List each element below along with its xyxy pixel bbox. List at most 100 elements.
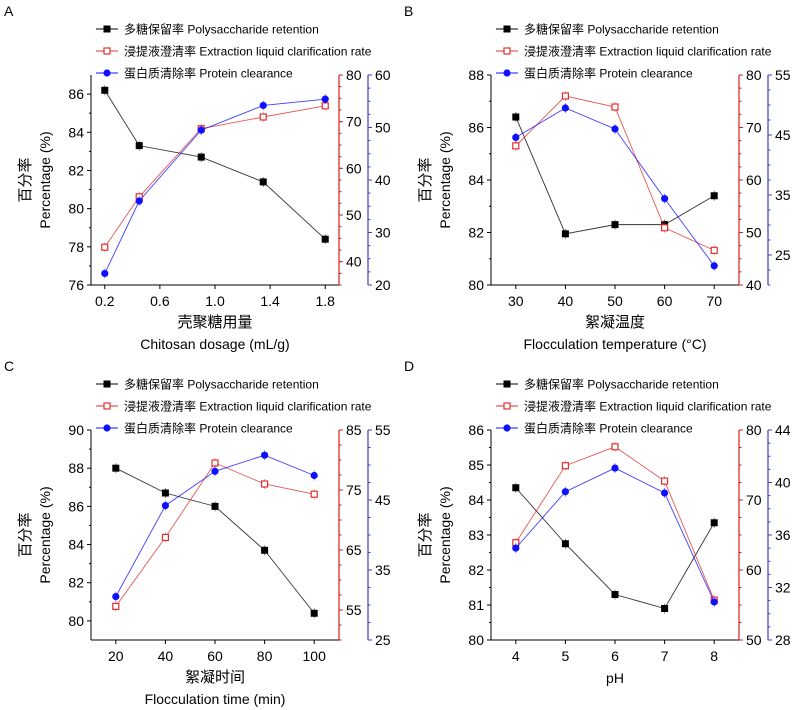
legend-entry: 多糖保留率 Polysaccharide retention [496, 377, 719, 392]
marker-filled-circle [611, 125, 619, 133]
y-tick-label-right-red: 70 [746, 120, 762, 136]
series-polysaccharide-retention [512, 482, 718, 614]
marker-open-square [101, 243, 109, 251]
y-tick-label-right-blue: 55 [375, 422, 391, 438]
marker-filled-circle [135, 197, 143, 205]
y-axis-title-cn: 百分率 [417, 512, 434, 557]
marker-filled-circle [512, 133, 520, 141]
legend-entry: 蛋白质清除率 Protein clearance [496, 421, 693, 436]
marker-open-square [661, 477, 669, 485]
legend-entry: 浸提液澄清率 Extraction liquid clarification r… [496, 44, 772, 59]
marker-filled-square [561, 230, 569, 238]
marker-open-square [310, 490, 318, 498]
y-tick-label-right-red: 85 [346, 422, 362, 438]
marker-filled-square [512, 484, 520, 492]
marker-filled-square [561, 540, 569, 548]
y-tick-label-right-blue: 40 [375, 172, 391, 188]
marker-open-square [103, 402, 111, 410]
legend-label: 多糖保留率 Polysaccharide retention [124, 377, 319, 392]
y-tick-label-left: 83 [468, 527, 484, 543]
x-tick-label: 1.0 [205, 293, 225, 309]
marker-open-square [611, 103, 619, 111]
marker-open-square [503, 402, 511, 410]
panel-label: A [4, 3, 14, 19]
marker-filled-circle [512, 544, 520, 552]
marker-filled-square [611, 591, 619, 598]
legend-label: 浸提液澄清率 Extraction liquid clarification r… [124, 399, 372, 414]
x-tick-label: 50 [607, 293, 623, 309]
marker-open-square [503, 47, 511, 55]
y-tick-label-right-red: 60 [746, 562, 762, 578]
x-tick-label: 5 [562, 648, 570, 664]
y-tick-label-right-red: 50 [346, 207, 362, 223]
legend-label: 浸提液澄清率 Extraction liquid clarification r… [124, 44, 372, 59]
legend-label: 多糖保留率 Polysaccharide retention [124, 22, 319, 37]
marker-filled-circle [503, 424, 511, 432]
marker-filled-square [197, 153, 205, 161]
marker-filled-circle [112, 593, 120, 601]
y-tick-label-left: 88 [68, 460, 84, 476]
y-axis-title-en: Percentage (%) [37, 131, 53, 228]
marker-filled-circle [710, 598, 718, 606]
y-tick-label-right-blue: 50 [375, 120, 391, 136]
y-tick-label-left: 82 [68, 575, 84, 591]
y-tick-label-right-blue: 20 [375, 277, 391, 293]
y-tick-label-right-red: 80 [746, 422, 762, 438]
x-tick-label: 100 [303, 648, 327, 664]
x-tick-label: 4 [512, 648, 520, 664]
y-tick-label-left: 80 [68, 201, 84, 217]
panel-label: C [4, 358, 14, 374]
series-clarification-rate [101, 100, 329, 253]
y-tick-label-left: 82 [468, 562, 484, 578]
series-line [115, 462, 315, 607]
y-tick-label-right-blue: 55 [775, 67, 791, 83]
marker-filled-square [310, 609, 318, 617]
y-tick-label-left: 82 [468, 225, 484, 241]
y-tick-label-right-red: 50 [746, 225, 762, 241]
y-tick-label-left: 90 [68, 422, 84, 438]
y-axis-title-cn: 百分率 [17, 157, 34, 202]
x-tick-label: 6 [611, 648, 619, 664]
y-tick-label-left: 78 [68, 239, 84, 255]
series-line [104, 90, 326, 240]
marker-open-square [512, 142, 520, 150]
marker-filled-circle [197, 126, 205, 134]
y-tick-label-right-red: 50 [746, 632, 762, 648]
y-tick-label-right-red: 70 [346, 114, 362, 130]
x-axis-title-en: pH [606, 670, 624, 686]
x-tick-label: 1.8 [315, 293, 335, 309]
y-tick-label-left: 86 [468, 422, 484, 438]
legend-entry: 多糖保留率 Polysaccharide retention [496, 22, 719, 37]
y-tick-label-right-red: 60 [346, 160, 362, 176]
marker-filled-circle [321, 95, 329, 103]
x-tick-label: 70 [706, 293, 722, 309]
marker-filled-circle [503, 69, 511, 77]
x-axis-title-en: Flocculation temperature (°C) [524, 336, 707, 352]
marker-filled-square [135, 142, 143, 150]
marker-filled-circle [611, 464, 619, 472]
chart-panel-c: C 20 40 60 80 100 80 82 84 86 88 90 55 65 75 85 25 35 45 55… [4, 358, 391, 707]
legend-entry: 多糖保留率 Polysaccharide retention [96, 22, 319, 37]
chart-panel-b: B 30 40 50 60 70 80 82 84 86 88 40 50 60 70 80 25 35 45 55 百… [404, 3, 791, 352]
y-axis-title: 百分率 Percentage (%) [17, 131, 53, 228]
marker-filled-circle [710, 262, 718, 270]
y-tick-label-left: 86 [68, 498, 84, 514]
legend-entry: 浸提液澄清率 Extraction liquid clarification r… [96, 399, 372, 414]
x-tick-label: 7 [661, 648, 669, 664]
series-protein-clearance [512, 103, 718, 271]
y-tick-label-right-blue: 32 [775, 580, 791, 596]
series-line [104, 105, 326, 248]
y-tick-label-left: 82 [68, 162, 84, 178]
y-tick-label-left: 85 [468, 457, 484, 473]
marker-filled-square [211, 502, 219, 510]
marker-filled-square [661, 605, 669, 612]
y-tick-label-right-red: 55 [346, 602, 362, 618]
marker-filled-circle [103, 69, 111, 77]
series-polysaccharide-retention [112, 463, 318, 619]
y-tick-label-right-blue: 35 [775, 187, 791, 203]
marker-filled-square [112, 464, 120, 472]
marker-open-square [112, 602, 120, 610]
y-axis-title-en: Percentage (%) [437, 486, 453, 583]
marker-open-square [259, 113, 267, 121]
